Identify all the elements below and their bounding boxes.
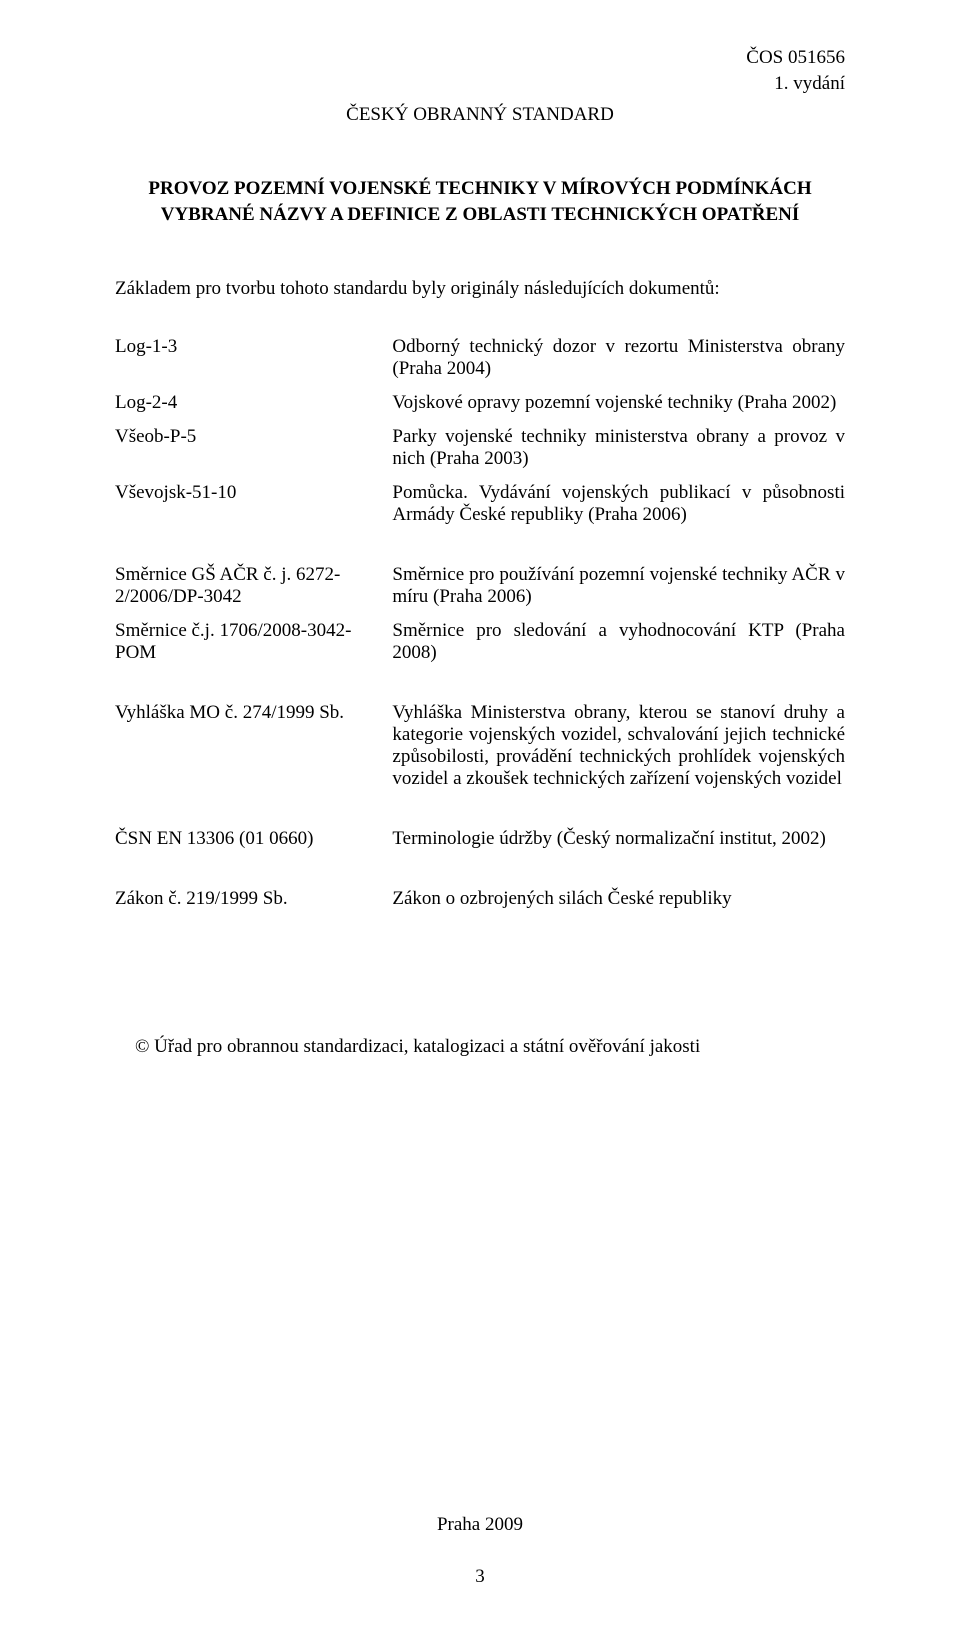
footer: Praha 2009 3 — [0, 1514, 960, 1588]
reference-code: Zákon č. 219/1999 Sb. — [115, 882, 392, 916]
reference-desc: Pomůcka. Vydávání vojenských publikací v… — [392, 476, 845, 532]
reference-row: Všeob-P-5 Parky vojenské techniky minist… — [115, 420, 845, 476]
reference-row: Vyhláška MO č. 274/1999 Sb. Vyhláška Min… — [115, 696, 845, 796]
reference-desc: Vojskové opravy pozemní vojenské technik… — [392, 386, 845, 420]
reference-desc: Směrnice pro používání pozemní vojenské … — [392, 558, 845, 614]
doc-edition: 1. vydání — [774, 73, 845, 94]
page-number: 3 — [0, 1566, 960, 1588]
reference-row: Směrnice č.j. 1706/2008-3042-POM Směrnic… — [115, 614, 845, 670]
reference-row: Log-2-4 Vojskové opravy pozemní vojenské… — [115, 386, 845, 420]
subtitle-line1: PROVOZ POZEMNÍ VOJENSKÉ TECHNIKY V MÍROV… — [148, 178, 811, 199]
subtitle-line2: VYBRANÉ NÁZVY A DEFINICE Z OBLASTI TECHN… — [161, 204, 800, 225]
reference-code: Vyhláška MO č. 274/1999 Sb. — [115, 696, 392, 796]
reference-row: ČSN EN 13306 (01 0660) Terminologie údrž… — [115, 822, 845, 856]
reference-desc: Směrnice pro sledování a vyhodnocování K… — [392, 614, 845, 670]
reference-code: Log-2-4 — [115, 386, 392, 420]
reference-desc: Parky vojenské techniky ministerstva obr… — [392, 420, 845, 476]
reference-desc: Odborný technický dozor v rezortu Minist… — [392, 330, 845, 386]
copyright-text: © Úřad pro obrannou standardizaci, katal… — [115, 1036, 845, 1058]
document-page: ČOS 051656 1. vydání ČESKÝ OBRANNÝ STAND… — [0, 0, 960, 1628]
header-block: ČOS 051656 1. vydání — [115, 45, 845, 96]
reference-row: Vševojsk-51-10 Pomůcka. Vydávání vojensk… — [115, 476, 845, 532]
intro-text: Základem pro tvorbu tohoto standardu byl… — [115, 278, 845, 300]
reference-code: ČSN EN 13306 (01 0660) — [115, 822, 392, 856]
reference-desc: Vyhláška Ministerstva obrany, kterou se … — [392, 696, 845, 796]
reference-code: Směrnice č.j. 1706/2008-3042-POM — [115, 614, 392, 670]
doc-number: ČOS 051656 — [746, 47, 845, 68]
reference-code: Všeob-P-5 — [115, 420, 392, 476]
reference-row: Směrnice GŠ AČR č. j. 6272-2/2006/DP-304… — [115, 558, 845, 614]
reference-code: Log-1-3 — [115, 330, 392, 386]
reference-desc: Terminologie údržby (Český normalizační … — [392, 822, 845, 856]
reference-code: Směrnice GŠ AČR č. j. 6272-2/2006/DP-304… — [115, 558, 392, 614]
footer-place-year: Praha 2009 — [437, 1514, 523, 1535]
reference-row: Log-1-3 Odborný technický dozor v rezort… — [115, 330, 845, 386]
reference-desc: Zákon o ozbrojených silách České republi… — [392, 882, 845, 916]
standard-name: ČESKÝ OBRANNÝ STANDARD — [115, 104, 845, 126]
references-table: Log-1-3 Odborný technický dozor v rezort… — [115, 330, 845, 916]
subtitle-block: PROVOZ POZEMNÍ VOJENSKÉ TECHNIKY V MÍROV… — [115, 176, 845, 227]
reference-row: Zákon č. 219/1999 Sb. Zákon o ozbrojenýc… — [115, 882, 845, 916]
reference-code: Vševojsk-51-10 — [115, 476, 392, 532]
